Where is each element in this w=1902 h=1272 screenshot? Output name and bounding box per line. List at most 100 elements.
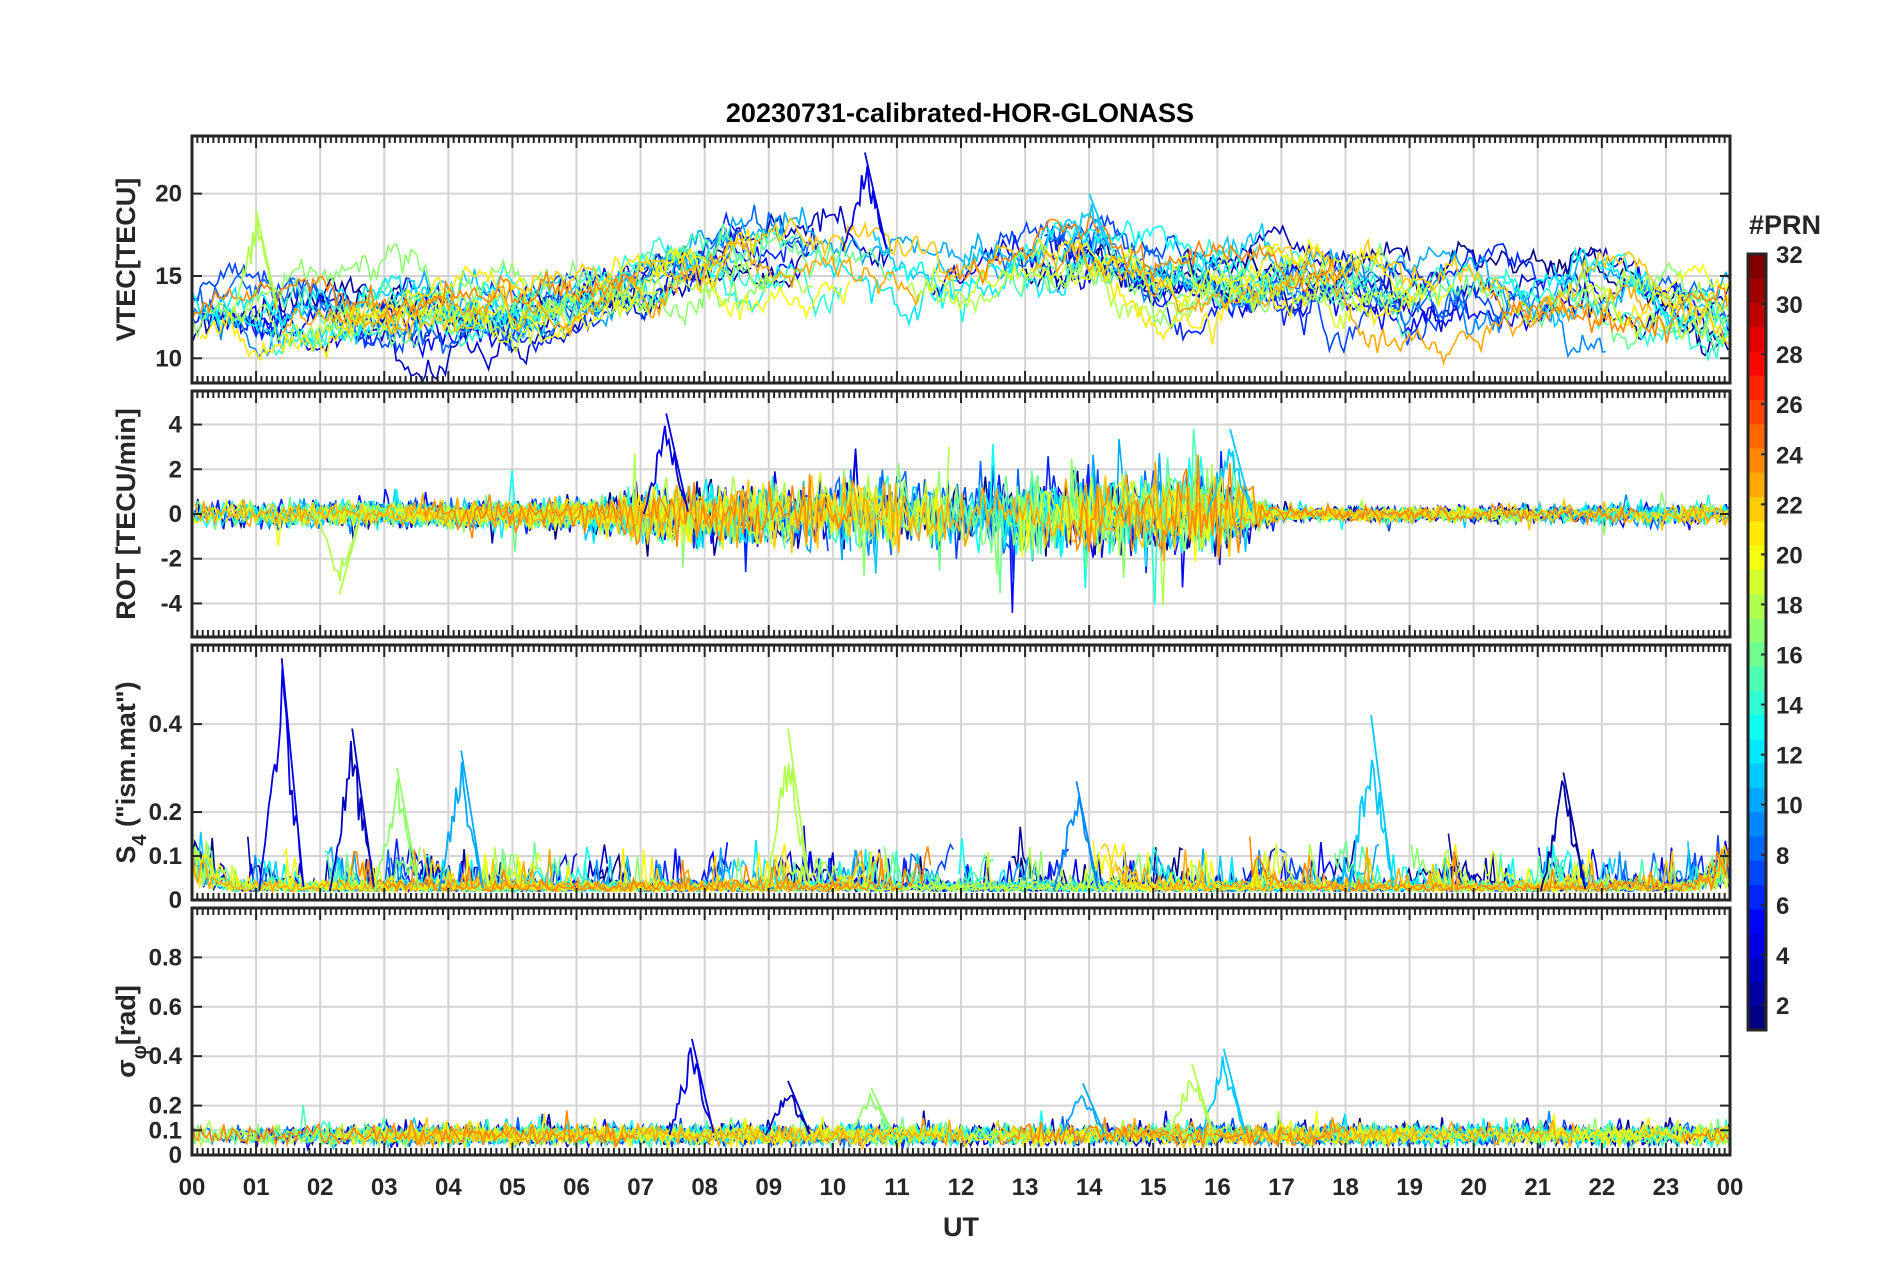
x-tick-label: 10 [819,1174,846,1201]
colorbar-tick-label: 20 [1776,542,1803,569]
colorbar-swatch [1748,326,1766,352]
y-tick-label: 4 [169,412,183,439]
colorbar-tick-label: 6 [1776,893,1789,920]
colorbar-swatch [1748,811,1766,837]
panel-sigma-phi: 00.10.2 0.4 0.6 0.8 σφ[rad] [111,906,1732,1169]
colorbar-swatch [1748,254,1766,279]
colorbar-swatch [1748,666,1766,691]
series-prn-23 [1099,1117,1580,1149]
series-peak [1347,715,1394,892]
colorbar-tick-label: 28 [1776,342,1803,369]
colorbar-tick-label: 30 [1776,292,1803,319]
y-tick-label: 0 [169,501,182,528]
x-tick-label: 18 [1332,1174,1359,1201]
colorbar-swatch [1748,642,1766,667]
series-prn-24 [1249,836,1730,894]
colorbar-swatch [1748,545,1766,570]
series-peak [1206,428,1253,515]
series-peak [328,728,375,892]
x-tick-label: 13 [1012,1174,1039,1201]
colorbar-swatch [1748,908,1766,934]
colorbar-tick-label: 22 [1776,492,1803,519]
series-vtec [192,152,1730,383]
series-peak [848,1087,894,1136]
series-prn-24 [997,1117,1351,1149]
x-tick-label: 04 [435,1174,462,1201]
y-axis-label: VTEC[TECU] [111,178,141,342]
x-tick-label: 23 [1653,1174,1680,1201]
y-tick-label: -4 [161,590,183,617]
colorbar-swatch [1748,496,1766,522]
x-tick-label: 12 [948,1174,975,1201]
series-prn-22 [1260,237,1730,346]
series-prn-12 [1553,257,1730,333]
y-tick-label: 20 [155,181,182,208]
x-tick-label: 17 [1268,1174,1295,1201]
series-prn-24 [422,474,854,547]
series-peak [232,209,279,314]
series-peak [437,750,484,892]
series-peak [1059,1083,1106,1136]
panel-rot: -4 -2 0 2 4 ROT [TECU/min] [111,389,1732,639]
x-tick-label: 22 [1588,1174,1615,1201]
series-peak [668,1038,715,1136]
x-tick-label: 19 [1396,1174,1423,1201]
y-tick-label: 0.1 [149,1117,182,1144]
series-prn-24 [192,271,637,322]
colorbar-swatch [1748,884,1766,910]
colorbar-swatch [1748,957,1766,982]
colorbar-swatch [1748,981,1766,1007]
series-peak [764,728,811,892]
series-prn-23 [1033,241,1653,367]
x-tick-label: 08 [691,1174,718,1201]
x-tick-label: 15 [1140,1174,1167,1201]
colorbar-swatch [1748,302,1766,328]
colorbar-swatch [1748,787,1766,813]
series-prn-24 [350,846,932,894]
colorbar-tick-label: 16 [1776,643,1803,670]
series-prn-11 [192,244,738,350]
colorbar-tick-label: 14 [1776,693,1803,720]
colorbar-swatch [1748,593,1766,619]
y-tick-label: -2 [161,546,182,573]
y-tick-label: 15 [155,263,182,290]
series-peak [1168,1063,1215,1136]
minor-ticks [191,645,1731,900]
colorbar-swatch [1748,836,1766,861]
series-prn-24 [192,1110,637,1149]
x-tick-label: 03 [371,1174,398,1201]
y-tick-label: 0.2 [149,1093,182,1120]
x-tick-label: 06 [563,1174,590,1201]
y-axis-label: S4 ("ism.mat") [111,681,151,863]
colorbar-swatch [1748,351,1766,376]
x-axis-label: UT [943,1212,979,1242]
colorbar-tick-label: 10 [1776,793,1803,820]
colorbar-swatch [1748,423,1766,449]
colorbar-swatch [1748,739,1766,764]
colorbar-title: #PRN [1749,210,1821,240]
y-tick-label: 0 [169,887,182,914]
x-tick-label: 09 [755,1174,782,1201]
series-peak [1065,193,1112,252]
series-peak [764,1080,811,1136]
colorbar-swatch [1748,448,1766,473]
series-prn-13 [886,219,1258,323]
y-axis-label: ROT [TECU/min] [111,408,141,619]
series-prn-12 [807,249,1276,328]
panel-vtec: 10 15 20 VTEC[TECU] [111,134,1732,385]
minor-ticks [191,136,1731,383]
x-tick-label: 14 [1076,1174,1103,1201]
colorbar-tick-label: 32 [1776,242,1803,269]
series-prn-23 [281,241,920,339]
x-axis: 00 01 02 03 04 05 06 07 08 09 10 11 12 13 14 15 16 17 18 19… [179,1174,1744,1242]
series-peak [373,767,420,892]
series-prn-20 [1071,237,1454,311]
x-tick-label: 07 [627,1174,654,1201]
series-prn-24 [1681,1127,1730,1145]
series-prn-21 [1035,235,1413,345]
y-tick-label: 0.1 [149,843,182,870]
colorbar-swatch [1748,933,1766,958]
grid-sigma-phi [191,908,1731,1156]
colorbar-swatch [1748,375,1766,400]
